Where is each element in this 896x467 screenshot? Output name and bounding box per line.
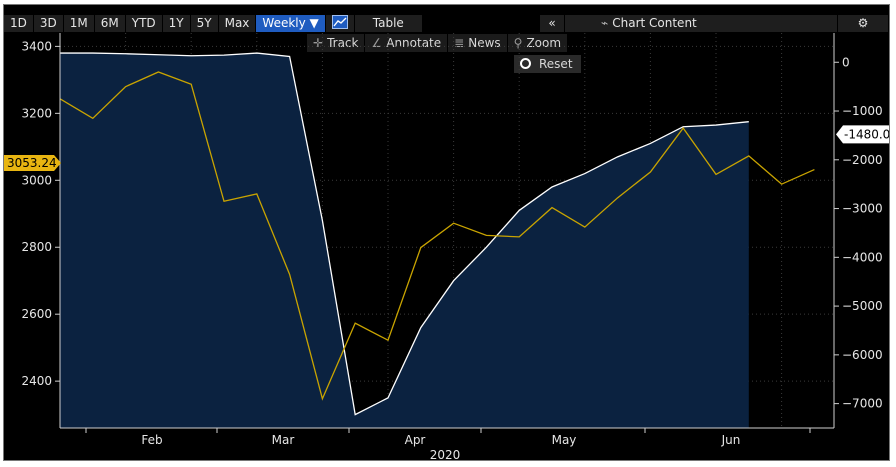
x-tick-label: Jun [721, 433, 741, 447]
range-1m-button[interactable]: 1M [63, 14, 95, 32]
range-6m-button[interactable]: 6M [94, 14, 126, 32]
right-tick-label: −1000 [842, 104, 883, 118]
right-tick-label: −6000 [842, 348, 883, 362]
annotate-button[interactable]: ∠ Annotate [365, 34, 449, 52]
gear-icon[interactable]: ⚙ [838, 14, 889, 32]
chart-tools: ✛ Track ∠ Annotate ≣ News ⚲ Zoom [307, 34, 569, 52]
chart-canvas: 2400 2600 2800 3000 3200 3400 0 −1000 −2000 −3000… [4, 33, 890, 461]
chart-content-button[interactable]: ⌁ Chart Content [565, 14, 838, 32]
news-label: News [468, 36, 501, 50]
line-chart-icon [331, 14, 348, 29]
x-axis-label: 2020 [430, 448, 461, 461]
reset-button[interactable]: Reset [514, 55, 581, 73]
left-tick-label: 3200 [21, 106, 52, 120]
chart-window: 1D 3D 1M 6M YTD 1Y 5Y Max Weekly ▼ Table… [3, 4, 890, 461]
left-tick-label: 2400 [21, 374, 52, 388]
zoom-label: Zoom [526, 36, 562, 50]
right-last-value-text: -1480.0 [844, 127, 890, 141]
collapse-icon[interactable]: « [540, 14, 565, 32]
left-tick-label: 3400 [21, 39, 52, 53]
left-last-value-label: 3053.24 [4, 155, 61, 171]
left-last-value-text: 3053.24 [7, 156, 57, 170]
crosshair-icon: ✛ [313, 36, 324, 50]
range-ytd-button[interactable]: YTD [125, 14, 163, 32]
axis-labels: 2400 2600 2800 3000 3200 3400 0 −1000 −2000 −3000… [4, 39, 890, 461]
right-tick-label: −2000 [842, 153, 883, 167]
x-tick-label: May [552, 433, 577, 447]
news-icon: ≣ [454, 36, 465, 50]
table-button[interactable]: Table [354, 14, 423, 32]
reset-icon [520, 58, 531, 69]
x-tick-label: Mar [272, 433, 295, 447]
range-5y-button[interactable]: 5Y [190, 14, 219, 32]
chart-type-icon[interactable] [325, 14, 355, 32]
top-strip [4, 5, 889, 13]
right-tick-label: −4000 [842, 250, 883, 264]
right-last-value-badge [836, 125, 889, 144]
frequency-dropdown[interactable]: Weekly ▼ [256, 14, 326, 32]
white-series-line [60, 52, 749, 416]
range-1d-button[interactable]: 1D [4, 14, 34, 32]
track-label: Track [327, 36, 359, 50]
zoom-button[interactable]: ⚲ Zoom [507, 34, 569, 52]
axes [55, 33, 839, 433]
left-last-value-badge [4, 155, 61, 171]
yellow-series-line [59, 71, 815, 401]
chart-content-icon: ⌁ [601, 15, 609, 30]
track-button[interactable]: ✛ Track [307, 34, 366, 52]
chart-content-label: Chart Content [612, 15, 697, 30]
right-tick-label: −5000 [842, 299, 883, 313]
left-tick-label: 3000 [21, 173, 52, 187]
left-tick-label: 2800 [21, 240, 52, 254]
x-tick-label: Apr [405, 433, 426, 447]
grid-lines [60, 33, 834, 428]
right-last-value-label: -1480.0 [836, 125, 890, 144]
right-tick-label: −3000 [842, 202, 883, 216]
range-1y-button[interactable]: 1Y [162, 14, 191, 32]
reset-label: Reset [539, 57, 573, 71]
left-tick-label: 2600 [21, 307, 52, 321]
area-series-fill [60, 53, 749, 428]
annotate-label: Annotate [386, 36, 442, 50]
news-button[interactable]: ≣ News [448, 34, 508, 52]
range-3d-button[interactable]: 3D [33, 14, 64, 32]
right-tick-label: −7000 [842, 397, 883, 411]
right-tick-label: 0 [842, 55, 850, 69]
magnifier-icon: ⚲ [513, 36, 523, 50]
toolbar: 1D 3D 1M 6M YTD 1Y 5Y Max Weekly ▼ Table… [4, 14, 889, 32]
pencil-icon: ∠ [371, 36, 383, 50]
range-max-button[interactable]: Max [218, 14, 257, 32]
x-tick-label: Feb [141, 433, 162, 447]
